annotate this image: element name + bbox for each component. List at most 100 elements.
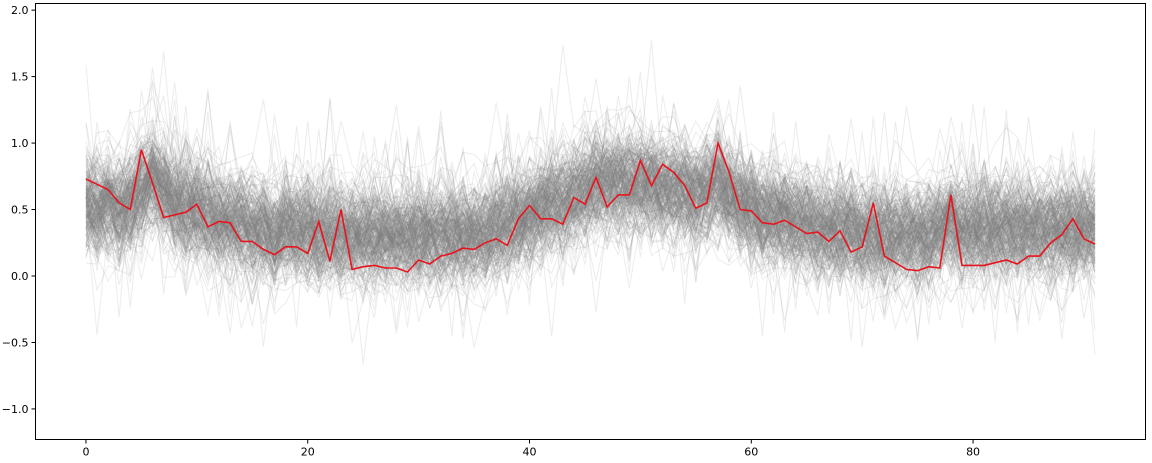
background-series-line — [85, 131, 1096, 299]
background-series-line — [85, 150, 1096, 281]
background-series-line — [85, 150, 1096, 348]
background-series-line — [85, 132, 1096, 262]
background-series-line — [85, 143, 1096, 269]
x-tick-label: 20 — [301, 446, 315, 459]
background-series-line — [85, 142, 1096, 289]
background-series-line — [85, 175, 1096, 268]
background-series-line — [85, 161, 1096, 262]
background-series-line — [85, 88, 1096, 304]
background-series-line — [85, 160, 1096, 340]
background-series-line — [85, 138, 1096, 236]
background-series-line — [85, 115, 1096, 343]
background-series-line — [85, 122, 1096, 256]
background-series-line — [85, 99, 1096, 258]
background-series-line — [85, 174, 1096, 306]
background-series-line — [85, 183, 1096, 355]
background-series-line — [85, 158, 1096, 275]
background-series-line — [85, 141, 1096, 249]
background-series-line — [85, 141, 1096, 348]
background-series-line — [85, 195, 1096, 344]
background-series-line — [85, 183, 1096, 322]
background-series-line — [85, 132, 1096, 291]
background-series-line — [85, 165, 1096, 286]
background-series-line — [85, 40, 1096, 272]
background-series-line — [85, 160, 1096, 295]
background-series-line — [85, 171, 1096, 268]
background-series-line — [85, 120, 1096, 279]
background-series-line — [85, 126, 1096, 266]
background-series-line — [85, 135, 1096, 233]
background-series-line — [85, 200, 1096, 335]
background-series-line — [85, 99, 1096, 310]
background-series-line — [85, 198, 1096, 337]
background-series-line — [85, 129, 1096, 287]
background-series-line — [85, 153, 1096, 279]
background-series-line — [85, 78, 1096, 283]
background-series-line — [85, 116, 1096, 238]
background-series-line — [85, 169, 1096, 338]
background-series-line — [85, 122, 1096, 268]
background-series-line — [85, 148, 1096, 302]
background-series-line — [85, 158, 1096, 315]
y-tick-label: −1.0 — [2, 403, 29, 416]
background-series-line — [85, 112, 1096, 273]
background-series-line — [85, 154, 1096, 309]
background-series-line — [85, 121, 1096, 284]
background-series-line — [85, 157, 1096, 318]
background-series-line — [85, 169, 1096, 295]
background-series-line — [85, 178, 1096, 330]
background-series-line — [85, 99, 1096, 282]
background-series-line — [85, 160, 1096, 285]
x-tick-label: 60 — [744, 446, 758, 459]
background-series-line — [85, 146, 1096, 278]
background-series-line — [85, 161, 1096, 268]
background-series-line — [85, 151, 1096, 281]
background-series-line — [85, 154, 1096, 275]
background-series-line — [85, 134, 1096, 279]
background-series-line — [85, 112, 1096, 304]
background-series-line — [85, 122, 1096, 282]
background-series-line — [85, 113, 1096, 250]
background-series-line — [85, 133, 1096, 278]
background-series-line — [85, 155, 1096, 254]
background-series-line — [85, 134, 1096, 241]
background-series-line — [85, 95, 1096, 241]
background-series-line — [85, 166, 1096, 279]
background-series-line — [85, 154, 1096, 297]
background-series-line — [85, 144, 1096, 263]
y-tick-label: −0.5 — [2, 336, 29, 349]
background-series-line — [85, 142, 1096, 253]
background-series-line — [85, 146, 1096, 282]
background-series-line — [85, 133, 1096, 263]
background-series-line — [85, 138, 1096, 257]
background-series-line — [85, 110, 1096, 276]
background-series-line — [85, 132, 1096, 274]
background-series-line — [85, 154, 1096, 276]
y-axis: −1.0 −0.5 0.0 0.5 1.0 1.5 2.0 — [2, 4, 36, 416]
background-series-line — [85, 121, 1096, 275]
y-tick-label: 0.5 — [11, 204, 29, 217]
background-series-line — [85, 154, 1096, 268]
background-series-line — [85, 146, 1096, 294]
background-series-line — [85, 126, 1096, 226]
background-series-line — [85, 151, 1096, 282]
background-series-line — [85, 116, 1096, 262]
background-series-line — [85, 130, 1096, 310]
y-tick-label: 1.0 — [11, 137, 29, 150]
background-series-line — [85, 149, 1096, 281]
background-series-line — [85, 168, 1096, 293]
y-tick-label: 2.0 — [11, 4, 29, 17]
background-series-line — [85, 129, 1096, 275]
background-series-line — [85, 138, 1096, 239]
background-series-line — [85, 135, 1096, 262]
background-series-line — [85, 157, 1096, 301]
background-series-line — [85, 132, 1096, 248]
x-tick-label: 40 — [523, 446, 537, 459]
background-series-line — [85, 141, 1096, 248]
background-series-line — [85, 172, 1096, 298]
background-series-line — [85, 147, 1096, 278]
background-series-line — [85, 140, 1096, 311]
background-series-line — [85, 146, 1096, 342]
background-series-line — [85, 110, 1096, 252]
background-series-line — [85, 158, 1096, 291]
